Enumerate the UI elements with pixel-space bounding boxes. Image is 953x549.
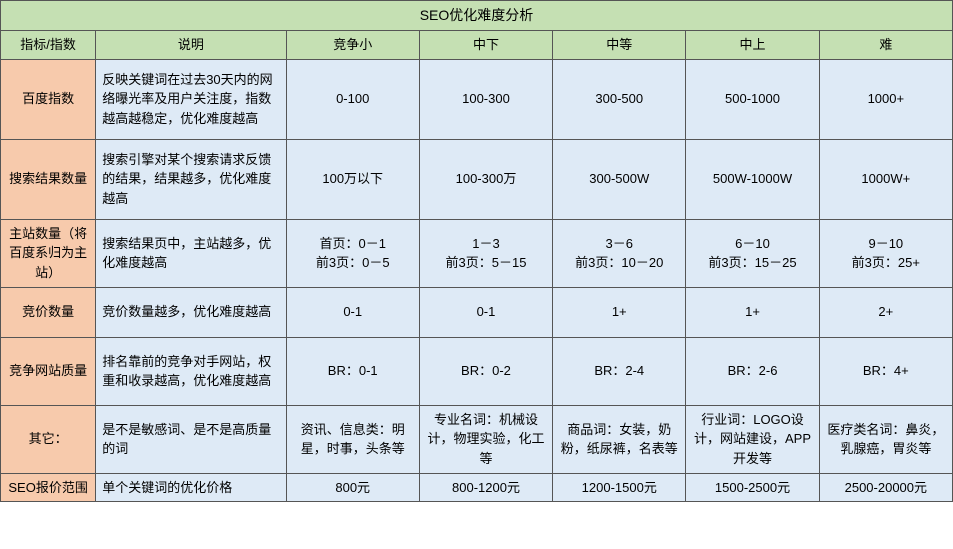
table-row: 其它：是不是敏感词、是不是高质量的词资讯、信息类：明星，时事，头条等专业名词：机… xyxy=(1,405,953,473)
value-cell: 0-1 xyxy=(286,287,419,337)
value-cell: BR：2-6 xyxy=(686,337,819,405)
header-level-5: 难 xyxy=(819,31,952,60)
value-cell: 500-1000 xyxy=(686,59,819,139)
desc-cell: 竞价数量越多，优化难度越高 xyxy=(96,287,286,337)
seo-difficulty-table: SEO优化难度分析 指标/指数 说明 竞争小 中下 中等 中上 难 百度指数反映… xyxy=(0,0,953,502)
desc-cell: 搜索结果页中，主站越多，优化难度越高 xyxy=(96,219,286,287)
footer-metric: SEO报价范围 xyxy=(1,473,96,502)
header-level-1: 竞争小 xyxy=(286,31,419,60)
value-cell: 300-500 xyxy=(553,59,686,139)
desc-cell: 反映关键词在过去30天内的网络曝光率及用户关注度，指数越高越稳定，优化难度越高 xyxy=(96,59,286,139)
value-cell: BR：0-2 xyxy=(419,337,552,405)
value-cell: 500W-1000W xyxy=(686,139,819,219)
table-row: 竞价数量竞价数量越多，优化难度越高0-10-11+1+2+ xyxy=(1,287,953,337)
header-row: 指标/指数 说明 竞争小 中下 中等 中上 难 xyxy=(1,31,953,60)
footer-val-5: 2500-20000元 xyxy=(819,473,952,502)
value-cell: 300-500W xyxy=(553,139,686,219)
header-desc: 说明 xyxy=(96,31,286,60)
value-cell: 资讯、信息类：明星，时事，头条等 xyxy=(286,405,419,473)
value-cell: BR：2-4 xyxy=(553,337,686,405)
value-cell: 100-300万 xyxy=(419,139,552,219)
metric-cell: 竞争网站质量 xyxy=(1,337,96,405)
value-cell: 0-1 xyxy=(419,287,552,337)
metric-cell: 搜索结果数量 xyxy=(1,139,96,219)
table-title: SEO优化难度分析 xyxy=(1,1,953,31)
value-cell: 1－3前3页：5－15 xyxy=(419,219,552,287)
table-row: 竞争网站质量排名靠前的竞争对手网站，权重和收录越高，优化难度越高BR：0-1BR… xyxy=(1,337,953,405)
value-cell: 医疗类名词：鼻炎，乳腺癌，胃炎等 xyxy=(819,405,952,473)
desc-cell: 搜索引擎对某个搜索请求反馈的结果，结果越多，优化难度越高 xyxy=(96,139,286,219)
footer-val-4: 1500-2500元 xyxy=(686,473,819,502)
footer-val-2: 800-1200元 xyxy=(419,473,552,502)
header-level-3: 中等 xyxy=(553,31,686,60)
value-cell: 1+ xyxy=(553,287,686,337)
header-level-4: 中上 xyxy=(686,31,819,60)
value-cell: BR：4+ xyxy=(819,337,952,405)
value-cell: 专业名词：机械设计，物理实验，化工等 xyxy=(419,405,552,473)
value-cell: 100万以下 xyxy=(286,139,419,219)
value-cell: 0-100 xyxy=(286,59,419,139)
metric-cell: 主站数量（将百度系归为主站） xyxy=(1,219,96,287)
metric-cell: 竞价数量 xyxy=(1,287,96,337)
value-cell: 1000+ xyxy=(819,59,952,139)
value-cell: 1+ xyxy=(686,287,819,337)
footer-val-3: 1200-1500元 xyxy=(553,473,686,502)
metric-cell: 百度指数 xyxy=(1,59,96,139)
value-cell: 1000W+ xyxy=(819,139,952,219)
value-cell: 100-300 xyxy=(419,59,552,139)
desc-cell: 排名靠前的竞争对手网站，权重和收录越高，优化难度越高 xyxy=(96,337,286,405)
footer-desc: 单个关键词的优化价格 xyxy=(96,473,286,502)
value-cell: 首页：0－1前3页：0－5 xyxy=(286,219,419,287)
table-row: 百度指数反映关键词在过去30天内的网络曝光率及用户关注度，指数越高越稳定，优化难… xyxy=(1,59,953,139)
table-row: 主站数量（将百度系归为主站）搜索结果页中，主站越多，优化难度越高首页：0－1前3… xyxy=(1,219,953,287)
metric-cell: 其它： xyxy=(1,405,96,473)
footer-row: SEO报价范围 单个关键词的优化价格 800元 800-1200元 1200-1… xyxy=(1,473,953,502)
value-cell: 3－6前3页：10－20 xyxy=(553,219,686,287)
footer-val-1: 800元 xyxy=(286,473,419,502)
desc-cell: 是不是敏感词、是不是高质量的词 xyxy=(96,405,286,473)
header-level-2: 中下 xyxy=(419,31,552,60)
header-metric: 指标/指数 xyxy=(1,31,96,60)
value-cell: 6－10前3页：15－25 xyxy=(686,219,819,287)
value-cell: 2+ xyxy=(819,287,952,337)
value-cell: 商品词：女装，奶粉，纸尿裤，名表等 xyxy=(553,405,686,473)
title-row: SEO优化难度分析 xyxy=(1,1,953,31)
value-cell: 行业词：LOGO设计，网站建设，APP开发等 xyxy=(686,405,819,473)
value-cell: 9－10前3页：25+ xyxy=(819,219,952,287)
table-row: 搜索结果数量搜索引擎对某个搜索请求反馈的结果，结果越多，优化难度越高100万以下… xyxy=(1,139,953,219)
value-cell: BR：0-1 xyxy=(286,337,419,405)
